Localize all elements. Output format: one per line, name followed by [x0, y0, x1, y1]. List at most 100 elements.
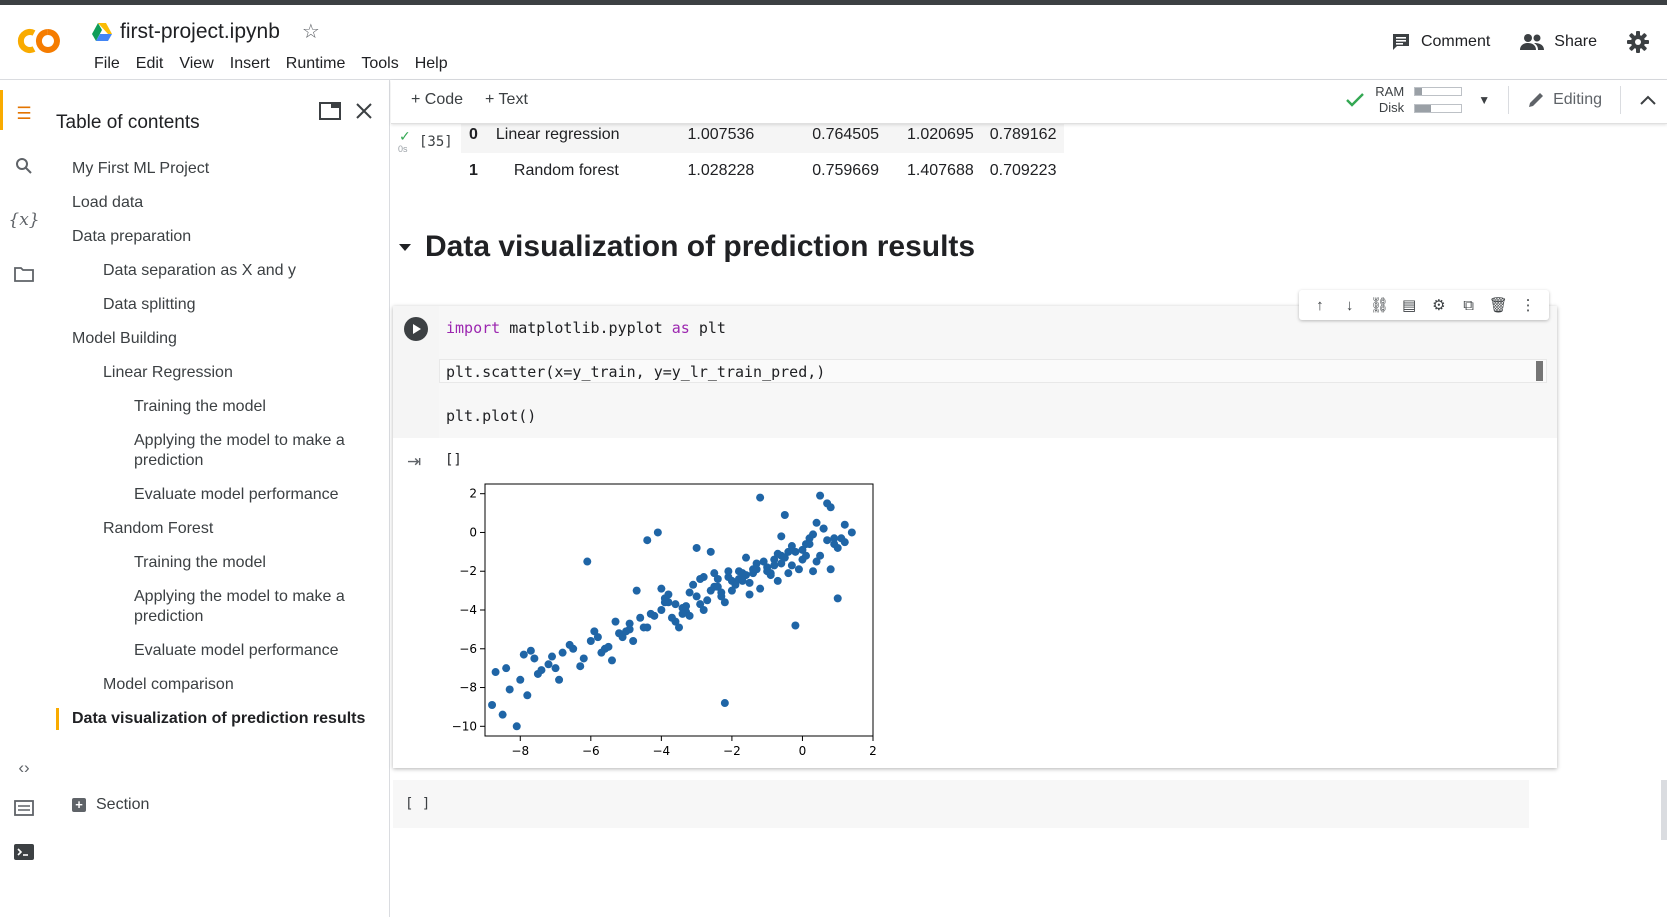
rail-active-indicator [0, 90, 3, 130]
command-palette-icon[interactable] [12, 796, 36, 820]
close-icon[interactable] [355, 102, 373, 120]
empty-code-cell[interactable]: [ ] [393, 780, 1529, 828]
toc-item[interactable]: Random Forest [103, 520, 214, 537]
scatter-point [756, 493, 765, 502]
search-icon[interactable] [12, 154, 36, 178]
menu-file[interactable]: File [94, 55, 120, 72]
mirror-cell-icon[interactable]: ⧉ [1463, 296, 1474, 314]
menu-bar: File Edit View Insert Runtime Tools Help [86, 55, 456, 73]
open-in-tab-icon[interactable] [319, 102, 341, 120]
header-actions: Comment Share [1391, 31, 1649, 53]
toc-item[interactable]: My First ML Project [72, 160, 210, 177]
menu-edit[interactable]: Edit [135, 55, 164, 72]
scatter-point [731, 580, 740, 589]
output-icon[interactable]: ⇥ [407, 452, 422, 471]
plot-frame [484, 483, 874, 737]
menu-runtime[interactable]: Runtime [285, 55, 346, 72]
comment-cell-icon[interactable]: ▤ [1402, 297, 1417, 314]
toc-item[interactable]: Training the model [134, 554, 266, 571]
add-section-button[interactable]: + Section [72, 796, 149, 814]
scatter-point [805, 540, 814, 549]
scatter-point [625, 619, 634, 628]
toc-item[interactable]: Data visualization of prediction results [46, 702, 390, 736]
scatter-point [565, 640, 574, 649]
x-tick-label: 0 [799, 744, 807, 758]
terminal-icon[interactable] [12, 840, 36, 864]
code-text: matplotlib.pyplot [500, 319, 672, 337]
delete-icon[interactable]: 🗑 [1488, 297, 1508, 314]
code-line-1: import matplotlib.pyplot as plt [446, 319, 726, 337]
more-options-icon[interactable]: ⋮ [1520, 297, 1536, 314]
toc-item[interactable]: Linear Regression [103, 364, 233, 381]
move-up-icon[interactable]: ↑ [1316, 296, 1324, 314]
collapse-caret-icon[interactable] [399, 243, 411, 251]
scatter-point [752, 559, 761, 568]
code-snippets-icon[interactable]: ‹› [18, 758, 30, 777]
resources-indicator[interactable]: RAM Disk ▼ [1345, 84, 1490, 116]
add-code-button[interactable]: + Code [411, 91, 464, 108]
y-tick-label: −8 [459, 681, 477, 695]
code-cell[interactable]: import matplotlib.pyplot as plt plt.scat… [393, 290, 1557, 768]
toc-item[interactable]: Training the model [134, 398, 266, 415]
editor-scrollbar[interactable] [1536, 361, 1543, 381]
toc-item[interactable]: Load data [72, 194, 144, 211]
notebook-title[interactable]: first-project.ipynb ☆ [92, 19, 320, 44]
comment-icon [1392, 34, 1409, 50]
cell-toolbar: ↑ ↓ ⛓ ▤ ⚙ ⧉ 🗑 ⋮ [1299, 290, 1549, 320]
comment-button[interactable]: Comment [1391, 32, 1490, 52]
menu-help[interactable]: Help [414, 55, 448, 72]
menu-tools[interactable]: Tools [361, 55, 399, 72]
scatter-point [488, 700, 497, 709]
toc-icon[interactable]: ☰ [16, 104, 32, 123]
scatter-point [727, 586, 736, 595]
menu-insert[interactable]: Insert [229, 55, 270, 72]
file-name[interactable]: first-project.ipynb [120, 19, 280, 43]
scatter-point [685, 611, 694, 620]
scatter-point [657, 606, 666, 614]
code-editor[interactable]: import matplotlib.pyplot as plt plt.scat… [439, 306, 1557, 438]
toc-item[interactable]: Model Building [72, 330, 177, 347]
toc-item[interactable]: Applying the model to make a prediction [134, 432, 345, 469]
row-index: 1 [469, 162, 478, 179]
code-line-3: plt.plot() [446, 407, 537, 425]
cell-settings-icon[interactable]: ⚙ [1432, 297, 1446, 314]
gear-icon[interactable] [1627, 31, 1649, 53]
toc-item[interactable]: Applying the model to make a prediction [134, 588, 345, 625]
section-title: Data visualization of prediction results [425, 230, 976, 263]
toc-item[interactable]: Evaluate model performance [134, 486, 339, 503]
folder-icon[interactable] [12, 262, 36, 286]
scatter-point [632, 586, 641, 595]
toc-item[interactable]: Model comparison [103, 676, 234, 693]
x-tick-label: −8 [511, 744, 529, 758]
share-label: Share [1554, 33, 1597, 50]
scatter-point [667, 613, 676, 622]
star-icon[interactable]: ☆ [301, 21, 320, 43]
link-icon[interactable]: ⛓ [1369, 297, 1389, 314]
scatter-point [777, 559, 786, 568]
menu-view[interactable]: View [179, 55, 214, 72]
scatter-point [791, 547, 800, 556]
toc-item[interactable]: Data splitting [103, 296, 196, 313]
scatter-point [646, 609, 655, 618]
notebook-scrollbar[interactable] [1661, 780, 1667, 840]
toc-item[interactable]: Data separation as X and y [103, 262, 297, 279]
move-down-icon[interactable]: ↓ [1345, 296, 1354, 314]
editing-mode-button[interactable]: Editing [1527, 91, 1602, 109]
scatter-point [738, 576, 747, 585]
share-button[interactable]: Share [1520, 33, 1597, 51]
scatter-point [791, 621, 800, 630]
add-text-button[interactable]: + Text [485, 91, 528, 108]
resources-dropdown-icon[interactable]: ▼ [1478, 93, 1491, 107]
scatter-point [833, 594, 842, 603]
chevron-up-icon[interactable] [1639, 94, 1657, 106]
toc-item[interactable]: Evaluate model performance [134, 642, 339, 659]
colab-logo[interactable] [14, 25, 66, 57]
scatter-point [685, 588, 694, 597]
run-cell-button[interactable] [404, 317, 428, 341]
scatter-point [660, 598, 669, 607]
y-tick-label: 0 [469, 525, 477, 539]
scatter-point [784, 547, 793, 556]
toc-item[interactable]: Data preparation [72, 228, 192, 245]
variables-icon[interactable]: {x} [8, 210, 40, 230]
section-heading: Data visualization of prediction results [399, 230, 975, 264]
